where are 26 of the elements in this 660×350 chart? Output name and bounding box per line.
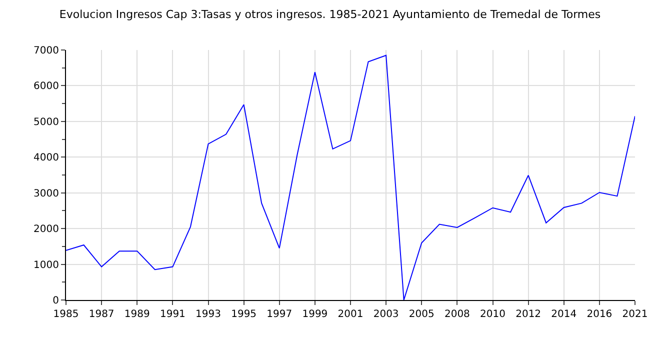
chart-title: Evolucion Ingresos Cap 3:Tasas y otros ingresos. 1985-2021 Ayuntamiento de Tremedal de Tormes (59, 8, 601, 22)
x-tick-label: 1991 (160, 309, 186, 320)
y-tick-label: 7000 (34, 46, 59, 56)
y-tick-label: 1000 (34, 260, 59, 271)
x-tick-label: 2008 (444, 309, 470, 320)
y-tick-label: 5000 (34, 116, 59, 128)
x-tick-label: 2010 (480, 309, 506, 320)
x-tick-label: 1987 (88, 309, 114, 320)
x-tick-label: 1999 (302, 309, 328, 320)
x-tick-label: 2005 (408, 309, 434, 320)
x-tick-label: 2012 (516, 309, 542, 320)
x-tick-label: 1995 (231, 309, 257, 320)
x-tick-label: 2014 (551, 309, 577, 320)
x-tick-label: 2001 (338, 309, 364, 320)
y-tick-label: 6000 (34, 81, 59, 92)
x-tick-label: 1989 (124, 309, 150, 320)
y-tick-label: 0 (52, 296, 59, 306)
x-tick-label: 1997 (266, 309, 292, 320)
y-tick-label: 2000 (34, 224, 59, 236)
x-tick-label: 2003 (373, 309, 399, 320)
x-tick-label: 2021 (622, 309, 648, 320)
y-tick-label: 4000 (34, 152, 59, 164)
x-tick-label: 1993 (196, 309, 221, 320)
x-tick-label: 2016 (586, 309, 612, 320)
x-tick-label: 1985 (53, 309, 79, 320)
y-tick-label: 3000 (34, 188, 59, 200)
